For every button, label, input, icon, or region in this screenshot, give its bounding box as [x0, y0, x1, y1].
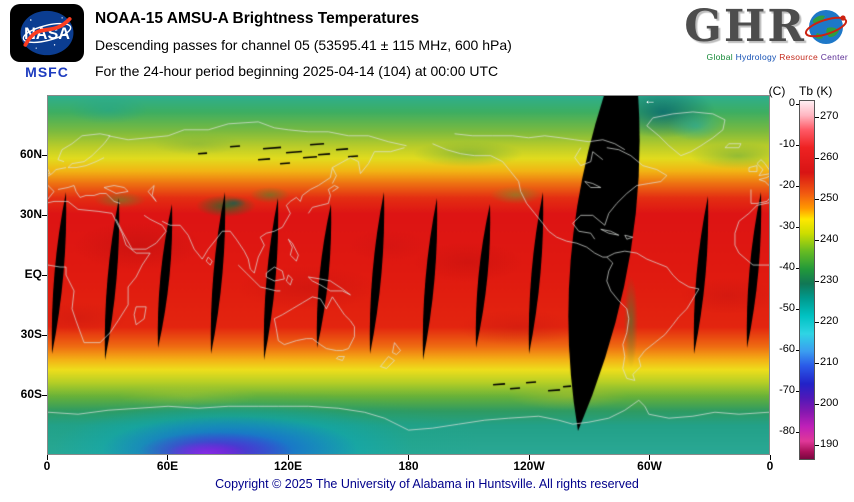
colorbar-c-tick-label: -10 [779, 138, 795, 150]
x-axis-label: 0 [766, 459, 774, 473]
colorbar-k-tick-label: 270 [820, 110, 839, 122]
colorbar-tick [796, 308, 799, 310]
subtitle-period: For the 24-hour period beginning 2025-04… [95, 63, 499, 79]
colorbar-k-tick-label: 250 [820, 192, 839, 204]
axis-tick [42, 214, 47, 216]
x-axis-label: 120W [513, 459, 545, 473]
y-axis-label: 30N [19, 207, 42, 221]
ghrc-tagline-word: Global [706, 52, 736, 62]
colorbar-c-tick-label: -50 [779, 302, 795, 314]
colorbar-tick [796, 431, 799, 433]
colorbar-tick [796, 267, 799, 269]
ghrc-tagline-word: Resource [779, 52, 821, 62]
x-axis-label: 180 [398, 459, 419, 473]
colorbar-tick [815, 239, 819, 241]
temperature-colorbar [799, 100, 815, 460]
colorbar-tick [796, 390, 799, 392]
pass-direction-arrow-icon: ← [644, 93, 656, 107]
map-frame: ← [47, 93, 770, 455]
colorbar-k-tick-label: 210 [820, 356, 839, 368]
ghrc-tagline-word: Center [820, 52, 848, 62]
y-axis-label: 60N [19, 147, 42, 161]
colorbar-tick [796, 185, 799, 187]
colorbar-tick [815, 321, 819, 323]
ghrc-wordmark: GHR [684, 1, 806, 52]
nasa-meatball-icon: NASA [10, 4, 84, 62]
colorbar-tick [815, 116, 819, 118]
colorbar-tick [815, 157, 819, 159]
axis-tick [408, 455, 409, 460]
colorbar-c-tick-label: -80 [779, 425, 795, 437]
colorbar-k-tick-label: 230 [820, 274, 839, 286]
subtitle-channel: Descending passes for channel 05 (53595.… [95, 37, 512, 53]
colorbar-k-tick-label: 200 [820, 397, 839, 409]
nasa-insignia-icon: NASA [20, 10, 74, 56]
msfc-label: MSFC [25, 64, 69, 80]
colorbar-tick [815, 362, 819, 364]
colorbar-unit-kelvin: Tb (K) [799, 84, 833, 98]
axis-tick [528, 455, 530, 460]
x-axis-label: 120E [273, 459, 303, 473]
axis-tick [42, 274, 47, 276]
colorbar-tick [796, 349, 799, 351]
y-axis-label: 60S [20, 387, 42, 401]
colorbar-k-tick-label: 190 [820, 438, 839, 450]
colorbar-tick [796, 103, 799, 105]
colorbar-tick [815, 280, 819, 282]
colorbar-tick [796, 144, 799, 146]
ghrc-logo: GHR Global Hydrology Resource Center [670, 1, 848, 63]
colorbar-c-tick-label: 0 [788, 97, 795, 109]
axis-tick [42, 154, 47, 156]
y-axis-label: EQ [24, 267, 42, 281]
colorbar-c-tick-label: -40 [779, 261, 795, 273]
colorbar-tick [815, 403, 819, 405]
brightness-temperature-map [48, 96, 769, 454]
axis-tick [649, 455, 650, 460]
x-axis-label: 0 [43, 459, 51, 473]
svg-text:NASA: NASA [24, 25, 70, 43]
colorbar-c-tick-label: -20 [779, 179, 795, 191]
colorbar-c-tick-label: -30 [779, 220, 795, 232]
ghrc-tagline: Global Hydrology Resource Center [670, 52, 848, 62]
colorbar-tick [815, 198, 819, 200]
axis-tick [167, 455, 168, 460]
colorbar-unit-celsius: (C) [768, 84, 786, 98]
x-axis-label: 60W [637, 459, 662, 473]
colorbar-k-tick-label: 220 [820, 315, 839, 327]
header-titles: NOAA-15 AMSU-A Brightness Temperatures D… [95, 6, 512, 84]
colorbar-tick [815, 444, 819, 446]
nasa-msfc-logo: NASA MSFC [10, 4, 84, 80]
axis-tick [42, 334, 47, 336]
y-axis-label: 30S [20, 327, 42, 341]
colorbar-c-tick-label: -60 [779, 343, 795, 355]
colorbar-k-tick-label: 240 [820, 233, 839, 245]
axis-tick [42, 394, 47, 396]
page-title: NOAA-15 AMSU-A Brightness Temperatures [95, 10, 420, 27]
axis-tick [287, 455, 289, 460]
ghrc-globe-icon [804, 10, 848, 44]
ghrc-tagline-word: Hydrology [735, 52, 780, 62]
x-axis-label: 60E [156, 459, 179, 473]
colorbar-c-tick-label: -70 [779, 384, 795, 396]
copyright-text: Copyright © 2025 The University of Alaba… [215, 477, 639, 491]
colorbar-k-tick-label: 260 [820, 151, 839, 163]
axis-tick [769, 455, 771, 460]
axis-tick [46, 455, 48, 460]
colorbar-tick [796, 226, 799, 228]
